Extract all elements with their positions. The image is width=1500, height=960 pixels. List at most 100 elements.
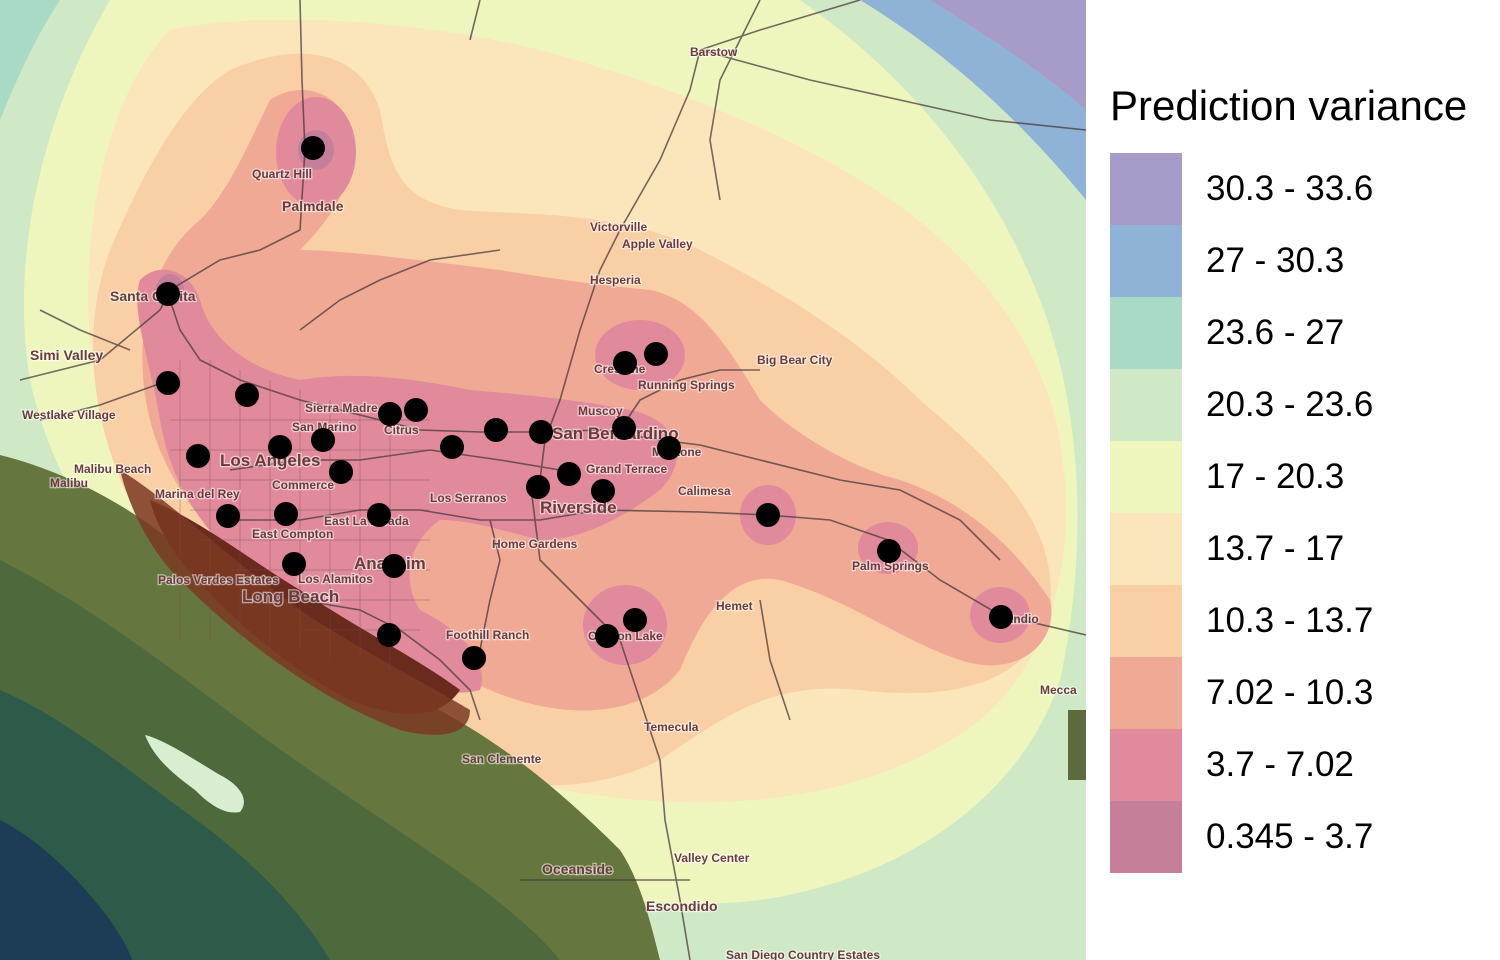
station-marker[interactable] [329, 460, 353, 484]
legend-class-label: 23.6 - 27 [1206, 313, 1345, 352]
station-marker[interactable] [186, 444, 210, 468]
legend-class-row: 0.345 - 3.7 [1110, 801, 1490, 873]
station-marker[interactable] [595, 624, 619, 648]
legend-class-row: 27 - 30.3 [1110, 225, 1490, 297]
station-marker[interactable] [216, 504, 240, 528]
variance-band-27-30 [860, 0, 1086, 200]
place-label: Calimesa [678, 484, 731, 498]
station-marker[interactable] [440, 435, 464, 459]
station-marker[interactable] [644, 342, 668, 366]
place-label: Marina del Rey [155, 487, 240, 501]
catalina-island [145, 735, 244, 813]
place-label: Foothill Ranch [446, 628, 529, 642]
right-land-strip [1068, 710, 1086, 780]
legend-class-label: 20.3 - 23.6 [1206, 385, 1374, 424]
place-label: Hesperia [590, 273, 641, 287]
station-marker[interactable] [526, 475, 550, 499]
place-label: Palos Verdes Estates [158, 573, 279, 587]
station-marker[interactable] [156, 282, 180, 306]
legend-swatch [1110, 585, 1182, 657]
place-label: Malibu Beach [74, 462, 151, 476]
legend-class-row: 13.7 - 17 [1110, 513, 1490, 585]
station-marker[interactable] [311, 428, 335, 452]
station-marker[interactable] [612, 416, 636, 440]
place-label: Escondido [646, 898, 718, 914]
place-label: Simi Valley [30, 347, 103, 363]
place-label: Oceanside [542, 861, 613, 877]
monitoring-stations [156, 136, 1013, 670]
place-label: Los Angeles [220, 451, 320, 470]
station-marker[interactable] [529, 420, 553, 444]
place-label: San Marino [292, 420, 357, 434]
ocean-band-deepest [0, 820, 132, 960]
legend-swatch [1110, 153, 1182, 225]
station-marker[interactable] [377, 623, 401, 647]
place-label: Santa Clarita [110, 288, 196, 304]
station-marker[interactable] [623, 608, 647, 632]
legend-swatch [1110, 801, 1182, 873]
station-marker[interactable] [484, 418, 508, 442]
place-label: East Compton [252, 527, 333, 541]
place-label: Palm Springs [852, 559, 929, 573]
place-labels: Barstow Quartz Hill Palmdale Victorville App… [21, 44, 1079, 960]
place-label: Sierra Madre [305, 401, 378, 415]
legend-swatch [1110, 513, 1182, 585]
legend-swatch [1110, 441, 1182, 513]
legend-class-row: 17 - 20.3 [1110, 441, 1490, 513]
legend-class-row: 3.7 - 7.02 [1110, 729, 1490, 801]
legend-class-label: 10.3 - 13.7 [1206, 601, 1374, 640]
station-marker[interactable] [378, 402, 402, 426]
place-label: Commerce [272, 478, 334, 492]
place-label: Quartz Hill [252, 167, 312, 181]
legend: Prediction variance 30.3 - 33.6 27 - 30.3… [1110, 82, 1500, 902]
legend-class-label: 0.345 - 3.7 [1206, 817, 1374, 856]
place-label: Long Beach [242, 587, 339, 606]
ocean-coastal-band [120, 470, 470, 735]
station-marker[interactable] [282, 552, 306, 576]
station-marker[interactable] [613, 351, 637, 375]
place-label: Westlake Village [22, 408, 116, 422]
legend-class-label: 3.7 - 7.02 [1206, 745, 1354, 784]
place-label: Running Springs [638, 378, 735, 392]
legend-class-row: 7.02 - 10.3 [1110, 657, 1490, 729]
legend-class-label: 13.7 - 17 [1206, 529, 1345, 568]
station-marker[interactable] [404, 398, 428, 422]
station-marker[interactable] [268, 435, 292, 459]
variance-map[interactable]: Barstow Quartz Hill Palmdale Victorville App… [0, 0, 1086, 960]
station-marker[interactable] [989, 605, 1013, 629]
place-label: Grand Terrace [586, 462, 667, 476]
place-label: Mecca [1040, 683, 1077, 697]
legend-title: Prediction variance [1110, 82, 1468, 129]
station-marker[interactable] [657, 436, 681, 460]
legend-swatch [1110, 657, 1182, 729]
place-label: Temecula [644, 720, 699, 734]
station-marker[interactable] [756, 503, 780, 527]
place-label: East La Mirada [324, 514, 409, 528]
place-label: Palmdale [282, 198, 344, 214]
legend-class-row: 20.3 - 23.6 [1110, 369, 1490, 441]
place-label: Valley Center [674, 851, 750, 865]
place-label: Citrus [384, 423, 419, 437]
station-marker[interactable] [557, 462, 581, 486]
variance-band-30-33 [930, 0, 1086, 110]
station-marker[interactable] [235, 383, 259, 407]
station-marker[interactable] [382, 554, 406, 578]
station-marker[interactable] [367, 503, 391, 527]
place-label: Los Alamitos [298, 572, 373, 586]
station-marker[interactable] [301, 136, 325, 160]
legend-class-label: 30.3 - 33.6 [1206, 169, 1374, 208]
place-label: San Diego Country Estates [726, 948, 880, 960]
legend-class-row: 10.3 - 13.7 [1110, 585, 1490, 657]
legend-class-label: 7.02 - 10.3 [1206, 673, 1374, 712]
station-marker[interactable] [462, 646, 486, 670]
legend-swatch [1110, 369, 1182, 441]
place-label: Indio [1010, 612, 1039, 626]
station-marker[interactable] [274, 502, 298, 526]
legend-class-row: 30.3 - 33.6 [1110, 153, 1490, 225]
place-label: Big Bear City [757, 353, 833, 367]
station-marker[interactable] [877, 539, 901, 563]
station-marker[interactable] [156, 371, 180, 395]
station-marker[interactable] [591, 479, 615, 503]
road-network [19, 0, 1086, 960]
place-label: Malibu [50, 476, 88, 490]
